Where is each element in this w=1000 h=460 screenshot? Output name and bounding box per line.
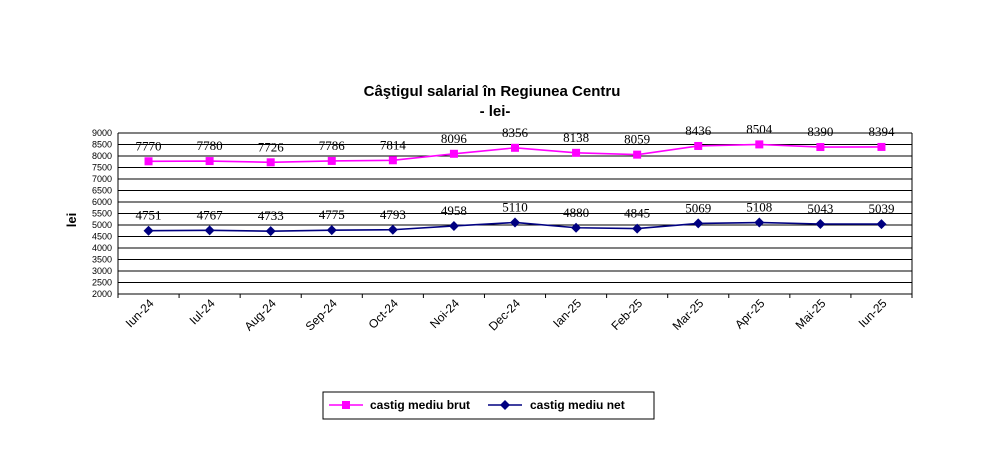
x-tick-label: Sep-24 <box>303 296 340 333</box>
data-point <box>265 226 276 237</box>
data-point <box>693 218 704 229</box>
y-tick-label: 6000 <box>92 197 112 207</box>
chart-subtitle: - lei- <box>480 103 511 120</box>
data-label: 7814 <box>380 137 407 152</box>
y-tick-label: 8500 <box>92 140 112 150</box>
data-point <box>816 143 825 152</box>
data-label: 8059 <box>624 132 650 147</box>
legend-label: castig mediu net <box>530 398 625 412</box>
y-tick-label: 4500 <box>92 232 112 242</box>
data-point <box>205 157 214 166</box>
data-label: 5108 <box>746 200 772 215</box>
data-point <box>326 225 337 236</box>
x-tick-label: Aug-24 <box>242 296 279 333</box>
x-tick-label: Iun-24 <box>123 296 157 330</box>
data-point <box>327 156 336 165</box>
data-label: 7770 <box>136 138 162 153</box>
chart-title: Câştigul salarial în Regiunea Centru <box>364 83 621 100</box>
data-point <box>633 150 642 159</box>
y-tick-label: 2000 <box>92 289 112 299</box>
data-point <box>144 157 153 166</box>
x-tick-label: Oct-24 <box>366 296 402 332</box>
data-point <box>694 141 703 150</box>
data-point <box>755 140 764 149</box>
data-label: 4958 <box>441 203 467 218</box>
data-label: 8356 <box>502 125 529 140</box>
data-point <box>572 148 581 157</box>
data-labels: 7770 7780 7726 7786 7814 8096 8356 8138 8059 8436… <box>136 121 895 223</box>
data-point <box>449 149 458 158</box>
series <box>143 140 887 237</box>
data-point <box>448 220 459 231</box>
x-tick-label: Mai-25 <box>793 296 829 332</box>
data-label: 7726 <box>258 139 285 154</box>
y-tick-label: 7500 <box>92 163 112 173</box>
data-label: 8504 <box>746 121 773 136</box>
data-label: 8390 <box>807 124 833 139</box>
data-point <box>204 225 215 236</box>
data-label: 8436 <box>685 123 712 138</box>
x-tick-label: Apr-25 <box>732 296 768 332</box>
data-point <box>571 222 582 233</box>
data-label: 4880 <box>563 205 589 220</box>
y-tick-label: 9000 <box>92 128 112 138</box>
data-label: 7780 <box>197 138 223 153</box>
data-label: 7786 <box>319 138 346 153</box>
y-tick-label: 3000 <box>92 266 112 276</box>
legend-label: castig mediu brut <box>370 398 470 412</box>
y-tick-label: 2500 <box>92 278 112 288</box>
data-point <box>388 156 397 165</box>
y-tick-label: 8000 <box>92 151 112 161</box>
data-label: 5110 <box>502 199 528 214</box>
data-label: 4733 <box>258 208 284 223</box>
legend-marker <box>342 401 350 409</box>
data-label: 8096 <box>441 131 468 146</box>
data-point <box>754 217 765 228</box>
data-label: 5043 <box>807 201 833 216</box>
y-tick-label: 3500 <box>92 255 112 265</box>
data-label: 4767 <box>197 207 224 222</box>
data-label: 4775 <box>319 207 345 222</box>
x-tick-label: Dec-24 <box>486 296 523 333</box>
data-point <box>511 143 519 152</box>
data-point <box>510 217 520 228</box>
legend: castig mediu brut castig mediu net <box>322 391 655 420</box>
data-point <box>387 224 398 235</box>
data-label: 5039 <box>868 201 894 216</box>
x-tick-label: Mar-25 <box>670 296 707 333</box>
data-point <box>877 142 886 151</box>
data-point <box>632 223 643 234</box>
data-label: 8394 <box>868 124 895 139</box>
y-tick-label: 5000 <box>92 220 112 230</box>
data-point <box>815 219 826 230</box>
y-tick-label: 6500 <box>92 186 112 196</box>
x-tick-label: Iun-25 <box>856 296 890 330</box>
data-label: 5069 <box>685 200 711 215</box>
legend-marker <box>500 400 510 410</box>
y-tick-label: 4000 <box>92 243 112 253</box>
data-label: 4751 <box>136 208 162 223</box>
data-point <box>143 225 154 236</box>
x-tick-label: Iul-24 <box>187 296 218 327</box>
data-label: 4793 <box>380 207 406 222</box>
x-tick-label: Feb-25 <box>608 296 645 333</box>
data-label: 4845 <box>624 206 650 221</box>
y-tick-label: 5500 <box>92 209 112 219</box>
data-label: 8138 <box>563 130 589 145</box>
x-tick-label: Ian-25 <box>550 296 584 330</box>
y-tick-label: 7000 <box>92 174 112 184</box>
y-axis-label: lei <box>64 213 79 227</box>
data-point <box>266 158 275 167</box>
x-tick-label: Noi-24 <box>427 296 462 331</box>
data-point <box>876 219 887 230</box>
